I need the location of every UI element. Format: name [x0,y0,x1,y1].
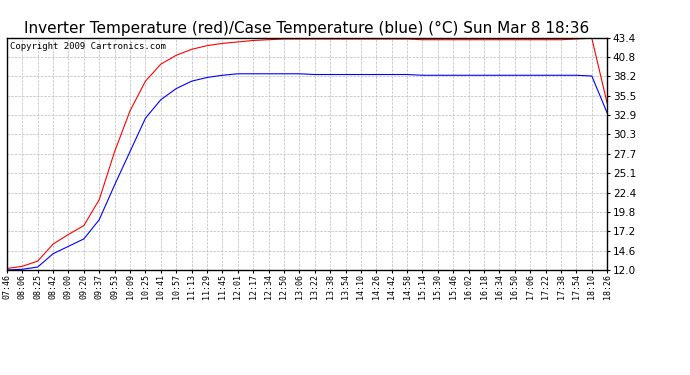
Title: Inverter Temperature (red)/Case Temperature (blue) (°C) Sun Mar 8 18:36: Inverter Temperature (red)/Case Temperat… [24,21,590,36]
Text: Copyright 2009 Cartronics.com: Copyright 2009 Cartronics.com [10,42,166,51]
